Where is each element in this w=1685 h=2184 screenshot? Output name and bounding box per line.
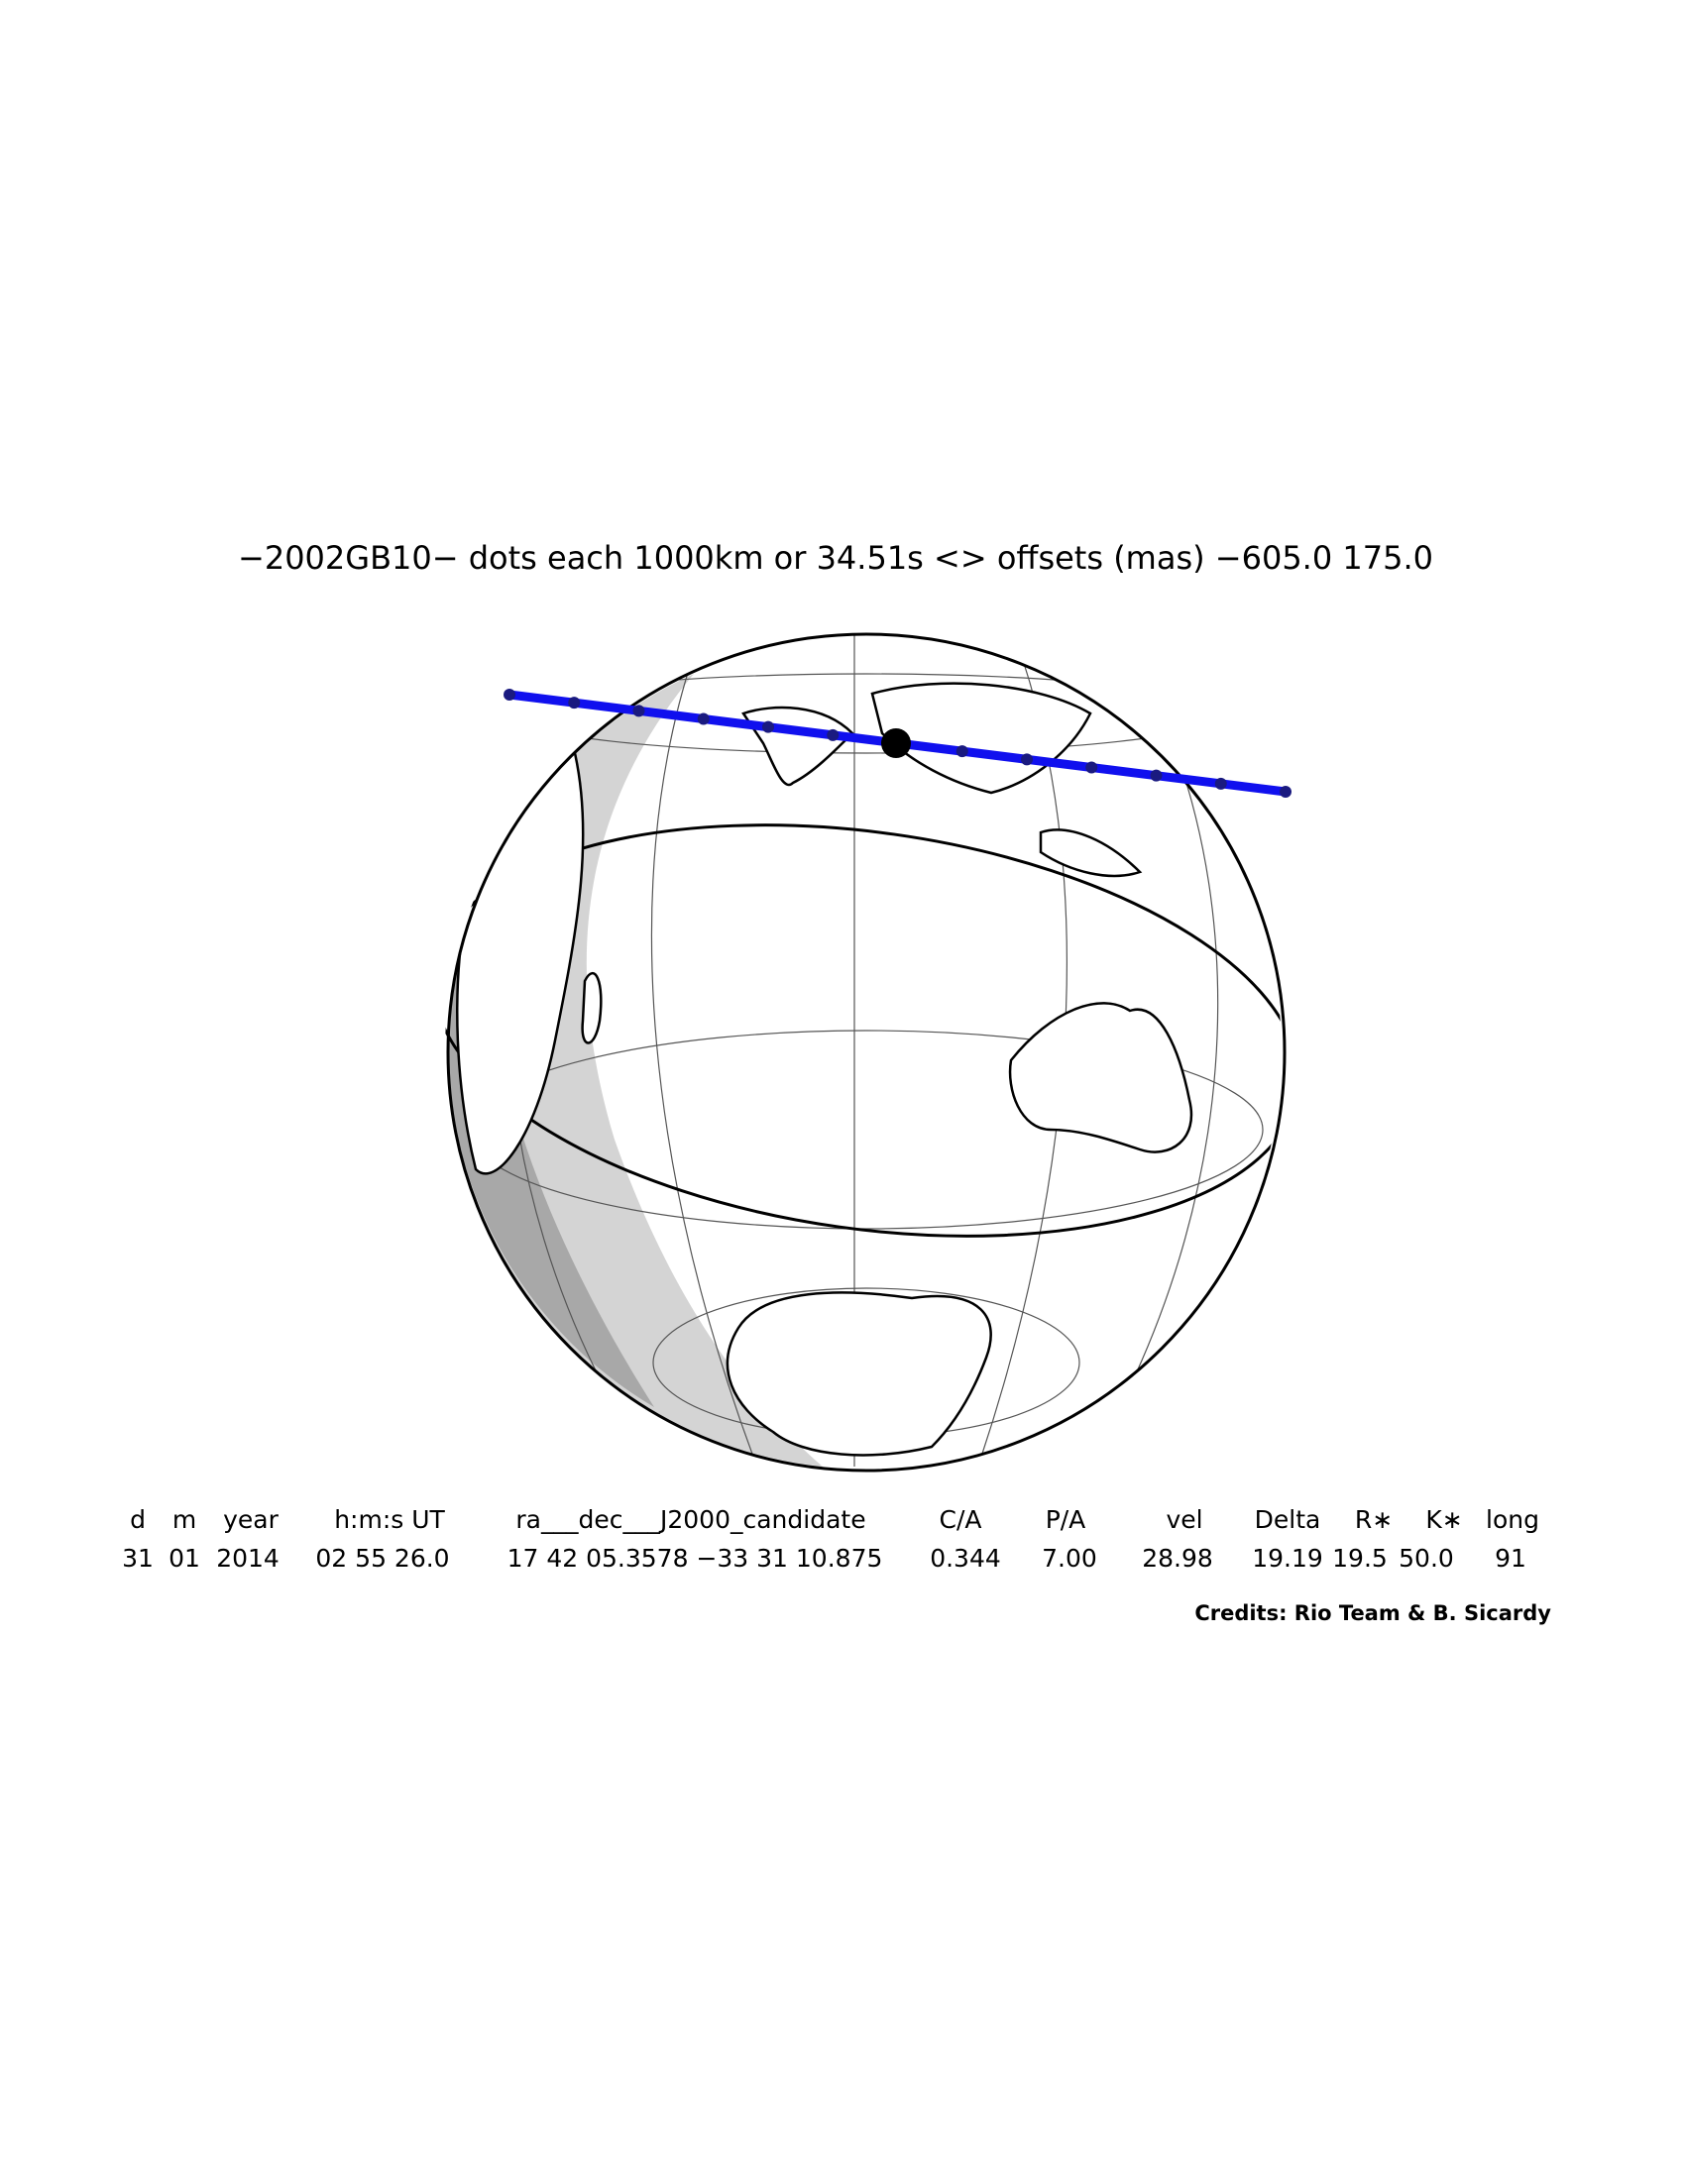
credits: Credits: Rio Team & B. Sicardy	[1194, 1601, 1551, 1625]
table-value: 0.344	[930, 1544, 1001, 1573]
table-value: 91	[1495, 1544, 1526, 1573]
globe-outline	[446, 632, 1287, 1473]
table-value: 28.98	[1142, 1544, 1213, 1573]
path-dot	[1021, 753, 1033, 766]
continents	[456, 682, 1193, 1457]
map-title: −2002GB10− dots each 1000km or 34.51s <>…	[238, 539, 1433, 577]
table-header: long	[1486, 1505, 1539, 1534]
meridian	[1119, 732, 1219, 1408]
path-dot	[1214, 777, 1227, 790]
table-value: 01	[168, 1544, 200, 1573]
path-dot	[1280, 786, 1292, 798]
table-value: 50.0	[1399, 1544, 1454, 1573]
path-dot	[504, 689, 515, 701]
australia	[1008, 1002, 1193, 1153]
closest-approach	[881, 728, 911, 758]
path-dot	[762, 720, 774, 733]
table-value: 19.19	[1252, 1544, 1323, 1573]
path-dot	[827, 728, 840, 741]
table-value: 7.00	[1042, 1544, 1097, 1573]
table-header: year	[223, 1505, 279, 1534]
indonesia	[1039, 828, 1143, 878]
table-header: K∗	[1425, 1505, 1462, 1534]
shadow-path	[504, 689, 1292, 798]
table-header: R∗	[1355, 1505, 1393, 1534]
path-dot	[632, 705, 645, 717]
path-dots	[504, 689, 1292, 798]
table-header: d	[130, 1505, 146, 1534]
path-dot	[568, 697, 581, 710]
table-header: P/A	[1046, 1505, 1086, 1534]
table-header: m	[172, 1505, 196, 1534]
path-dot	[1085, 761, 1098, 774]
table-value: 19.5	[1332, 1544, 1388, 1573]
table-value: 31	[122, 1544, 154, 1573]
table-header: ra___dec___J2000_candidate	[515, 1505, 865, 1534]
table-header: C/A	[940, 1505, 982, 1534]
antarctica	[726, 1291, 992, 1457]
path-dot	[1150, 769, 1163, 782]
madagascar	[581, 972, 603, 1044]
meridian	[650, 653, 754, 1458]
table-header: vel	[1166, 1505, 1202, 1534]
path-dot	[697, 712, 710, 725]
table-value: 17 42 05.3578 −33 31 10.875	[507, 1544, 883, 1573]
table-value: 02 55 26.0	[315, 1544, 449, 1573]
table-header: Delta	[1255, 1505, 1321, 1534]
table-value: 2014	[216, 1544, 280, 1573]
path-dot	[955, 745, 968, 758]
globe	[431, 632, 1301, 1473]
event-table: d m year h:m:s UT ra___dec___J2000_candidate…	[122, 1505, 1539, 1573]
table-header: h:m:s UT	[334, 1505, 445, 1534]
asia	[870, 682, 1092, 795]
